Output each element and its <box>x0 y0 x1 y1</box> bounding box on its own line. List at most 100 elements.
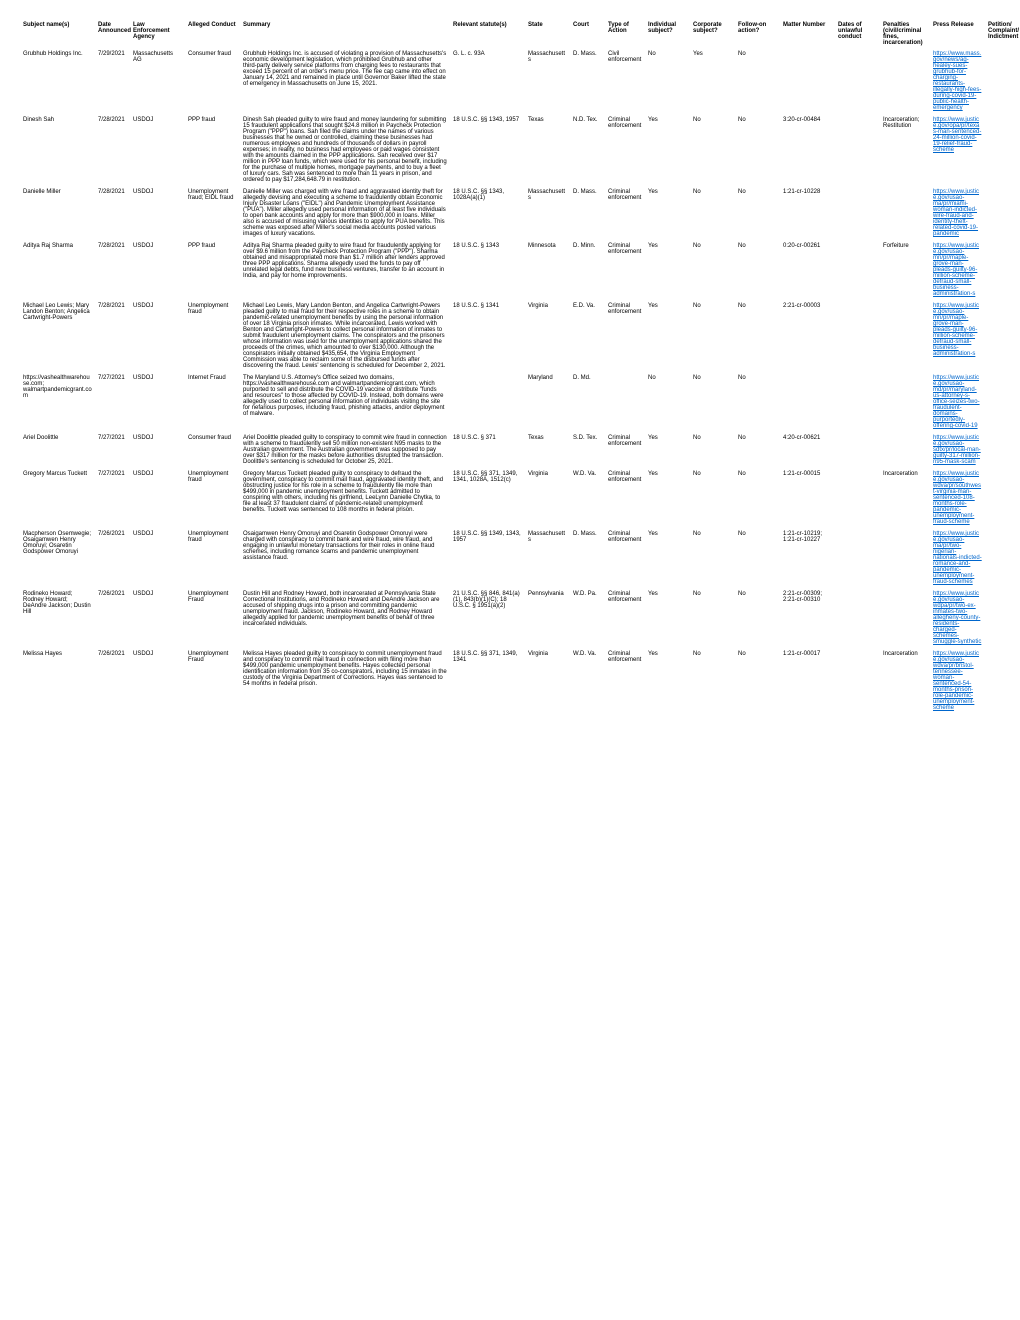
cell-subject: Macpherson Osemwegie; Osaigamwen Henry O… <box>20 528 95 588</box>
cell-penalties <box>880 186 930 240</box>
press-release-link[interactable]: https://www.mass.gov/news/ag-healey-sues… <box>933 51 981 111</box>
cell-date: 7/28/2021 <box>95 186 130 240</box>
cell-court: D. Minn. <box>570 240 605 300</box>
cell-agency: Massachusetts AG <box>130 48 185 114</box>
cell-matter: 1:21-cr-10228 <box>780 186 835 240</box>
cell-penalties: Incarceration <box>880 648 930 714</box>
press-release-link[interactable]: https://www.justice.gov/usao-mn/pr/maple… <box>933 303 979 357</box>
cell-conduct: Internet Fraud <box>185 372 240 432</box>
cell-subject: Aditya Raj Sharma <box>20 240 95 300</box>
cell-penalties: Incarceration <box>880 468 930 528</box>
cell-corporate: No <box>690 300 735 372</box>
header-press: Press Release <box>930 20 985 48</box>
cell-action: Criminal enforcement <box>605 186 645 240</box>
cell-matter: 2:21-cr-00309; 2:21-cr-00310 <box>780 588 835 648</box>
cell-action: Criminal enforcement <box>605 528 645 588</box>
cell-court: W.D. Va. <box>570 648 605 714</box>
header-corporate: Corporate subject? <box>690 20 735 48</box>
cell-agency: USDOJ <box>130 240 185 300</box>
header-matter: Matter Number <box>780 20 835 48</box>
table-row: Rodineko Howard; Rodney Howard; DeAndre … <box>20 588 1020 648</box>
table-row: Aditya Raj Sharma7/28/2021USDOJPPP fraud… <box>20 240 1020 300</box>
enforcement-actions-table: Subject name(s) Date Announced Law Enfor… <box>20 20 1020 714</box>
cell-action: Criminal enforcement <box>605 588 645 648</box>
press-release-link[interactable]: https://www.justice.gov/usao-ma/pr/two-n… <box>933 531 982 585</box>
cell-penalties <box>880 588 930 648</box>
cell-individual: Yes <box>645 240 690 300</box>
cell-corporate: No <box>690 588 735 648</box>
press-release-link[interactable]: https://www.justice.gov/usao-wdva/pr/bri… <box>933 651 979 711</box>
cell-petition <box>985 114 1020 186</box>
cell-petition <box>985 588 1020 648</box>
cell-press: https://www.justice.gov/usao-sdtx/pr/loc… <box>930 432 985 468</box>
cell-petition <box>985 528 1020 588</box>
cell-individual: Yes <box>645 528 690 588</box>
cell-matter: 1:21-cr-00015 <box>780 468 835 528</box>
cell-individual: No <box>645 372 690 432</box>
cell-dates <box>835 186 880 240</box>
cell-court: W.D. Pa. <box>570 588 605 648</box>
cell-agency: USDOJ <box>130 186 185 240</box>
cell-individual: Yes <box>645 432 690 468</box>
cell-subject: Ariel Doolittle <box>20 432 95 468</box>
table-row: Ariel Doolittle7/27/2021USDOJConsumer fr… <box>20 432 1020 468</box>
cell-individual: No <box>645 48 690 114</box>
cell-individual: Yes <box>645 186 690 240</box>
cell-statute: G. L. c. 93A <box>450 48 525 114</box>
cell-action <box>605 372 645 432</box>
table-row: Gregory Marcus Tuckett7/27/2021USDOJUnem… <box>20 468 1020 528</box>
press-release-link[interactable]: https://www.justice.gov/opa/pr/texas-man… <box>933 117 981 153</box>
cell-individual: Yes <box>645 300 690 372</box>
cell-conduct: PPP fraud <box>185 240 240 300</box>
cell-press: https://www.justice.gov/usao-wdva/pr/sou… <box>930 468 985 528</box>
cell-individual: Yes <box>645 648 690 714</box>
cell-corporate: Yes <box>690 48 735 114</box>
cell-summary: Michael Leo Lewis, Mary Landon Benton, a… <box>240 300 450 372</box>
cell-petition <box>985 648 1020 714</box>
cell-penalties <box>880 300 930 372</box>
cell-statute: 18 U.S.C. §§ 371, 1349, 1341, 1028A, 151… <box>450 468 525 528</box>
cell-summary: Dinesh Sah pleaded guilty to wire fraud … <box>240 114 450 186</box>
cell-state: Pennsylvania <box>525 588 570 648</box>
cell-subject: Michael Leo Lewis; Mary Landon Benton; A… <box>20 300 95 372</box>
cell-statute: 18 U.S.C. §§ 1343, 1028A(a)(1) <box>450 186 525 240</box>
cell-state: Massachusetts <box>525 186 570 240</box>
cell-follow: No <box>735 432 780 468</box>
cell-follow: No <box>735 588 780 648</box>
cell-matter: 2:21-cr-00003 <box>780 300 835 372</box>
cell-court: E.D. Va. <box>570 300 605 372</box>
cell-petition <box>985 372 1020 432</box>
cell-conduct: Unemployment fraud <box>185 528 240 588</box>
cell-dates <box>835 300 880 372</box>
cell-court: S.D. Tex. <box>570 432 605 468</box>
press-release-link[interactable]: https://www.justice.gov/usao-sdtx/pr/loc… <box>933 435 981 465</box>
cell-corporate: No <box>690 186 735 240</box>
cell-action: Criminal enforcement <box>605 114 645 186</box>
cell-penalties <box>880 48 930 114</box>
cell-summary: Osaigamwen Henry Omoruyi and Osaretin Go… <box>240 528 450 588</box>
cell-action: Criminal enforcement <box>605 300 645 372</box>
press-release-link[interactable]: https://www.justice.gov/usao-wdpa/pr/two… <box>933 591 981 645</box>
cell-matter: 0:20-cr-00261 <box>780 240 835 300</box>
table-row: Michael Leo Lewis; Mary Landon Benton; A… <box>20 300 1020 372</box>
cell-summary: Aditya Raj Sharma pleaded guilty to wire… <box>240 240 450 300</box>
cell-dates <box>835 468 880 528</box>
cell-statute <box>450 372 525 432</box>
press-release-link[interactable]: https://www.justice.gov/usao-mn/pr/maple… <box>933 243 979 297</box>
cell-statute: 18 U.S.C. § 1341 <box>450 300 525 372</box>
header-action: Type of Action <box>605 20 645 48</box>
cell-corporate: No <box>690 114 735 186</box>
cell-state: Maryland <box>525 372 570 432</box>
press-release-link[interactable]: https://www.justice.gov/usao-wdva/pr/sou… <box>933 471 981 525</box>
cell-conduct: Consumer fraud <box>185 432 240 468</box>
cell-corporate: No <box>690 432 735 468</box>
cell-agency: USDOJ <box>130 588 185 648</box>
cell-summary: Melissa Hayes pleaded guilty to conspira… <box>240 648 450 714</box>
cell-action: Criminal enforcement <box>605 648 645 714</box>
header-statute: Relevant statute(s) <box>450 20 525 48</box>
press-release-link[interactable]: https://www.justice.gov/usao-md/pr/maryl… <box>933 375 980 429</box>
press-release-link[interactable]: https://www.justice.gov/usao-ma/pr/miami… <box>933 189 979 237</box>
cell-state: Virginia <box>525 300 570 372</box>
cell-conduct: Unemployment fraud <box>185 300 240 372</box>
table-row: https://vashealthwarehouse.com; walmartp… <box>20 372 1020 432</box>
